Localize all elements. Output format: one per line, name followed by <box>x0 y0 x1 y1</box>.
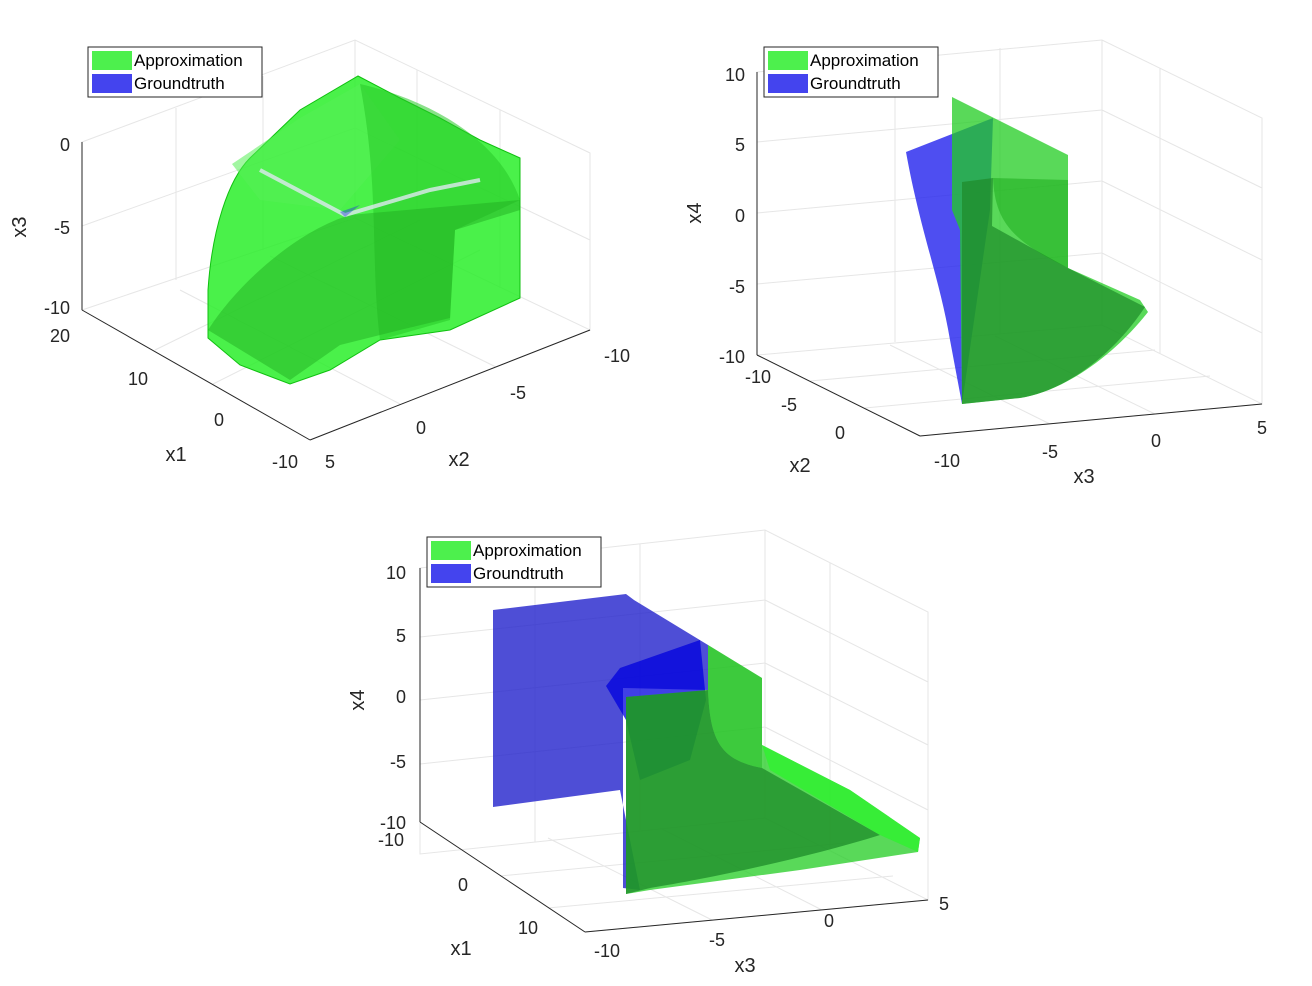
tick-label-x4-0: -10 <box>719 347 745 367</box>
plot-x1-x2-x3: -10 0 10 20 5 0 -5 -10 -10 -5 0 x3 x1 x2 Approxima… <box>9 39 630 472</box>
legend-label-groundtruth: Groundtruth <box>810 74 901 93</box>
approximation-surface <box>952 97 1148 404</box>
tick-label-x4-2: 0 <box>735 206 745 226</box>
legend-label-groundtruth: Groundtruth <box>473 564 564 583</box>
tick-label-x3-3: 5 <box>1257 418 1267 438</box>
legend-swatch-approximation <box>431 541 471 560</box>
tick-label-x3-2: 0 <box>60 135 70 155</box>
tick-label-x4-4: 10 <box>725 65 745 85</box>
legend-swatch-groundtruth <box>431 564 471 583</box>
axis-label-x3: x3 <box>1073 466 1094 488</box>
tick-label-x1-3: 20 <box>50 326 70 346</box>
groundtruth-surface <box>340 205 360 217</box>
legend-label-approximation: Approximation <box>810 51 919 70</box>
legend: Approximation Groundtruth <box>426 536 602 588</box>
tick-label-x1-2: 10 <box>128 369 148 389</box>
tick-labels: -10 -5 0 -10 -5 0 5 -10 -5 0 5 10 <box>719 65 1267 471</box>
tick-label-x1-1: 0 <box>214 410 224 430</box>
tick-label-x3-0: -10 <box>44 298 70 318</box>
tick-labels: -10 0 10 20 5 0 -5 -10 -10 -5 0 <box>44 135 630 472</box>
tick-label-x4-0: -10 <box>380 813 406 833</box>
tick-label-x3-0: -10 <box>594 941 620 961</box>
tick-label-x2-0: 5 <box>325 452 335 472</box>
axis-label-x1: x1 <box>450 938 471 960</box>
tick-label-x3-3: 5 <box>939 894 949 914</box>
tick-label-x1-0: -10 <box>272 452 298 472</box>
tick-label-x3-1: -5 <box>54 218 70 238</box>
axis-label-x3: x3 <box>734 955 755 977</box>
axis-label-x3: x3 <box>9 216 31 237</box>
tick-label-x2-2: -5 <box>510 383 526 403</box>
tick-label-x1-2: 10 <box>518 918 538 938</box>
axis-label-x4: x4 <box>684 202 706 223</box>
tick-label-x2-1: -5 <box>781 395 797 415</box>
tick-label-x4-4: 10 <box>386 563 406 583</box>
tick-label-x3-2: 0 <box>824 911 834 931</box>
tick-label-x2-0: -10 <box>745 367 771 387</box>
tick-labels: -10 0 10 -10 -5 0 5 -10 -5 0 5 10 <box>378 563 949 961</box>
legend-swatch-approximation <box>768 51 808 70</box>
axis-label-x1: x1 <box>165 444 186 466</box>
tick-label-x3-2: 0 <box>1151 431 1161 451</box>
tick-label-x2-2: 0 <box>835 423 845 443</box>
axis-label-x2: x2 <box>789 455 810 477</box>
tick-label-x4-3: 5 <box>396 626 406 646</box>
plot-x1-x3-x4: -10 0 10 -10 -5 0 5 -10 -5 0 5 10 x4 x1 x3 Approxim… <box>347 529 949 977</box>
axes-lines <box>419 568 929 933</box>
tick-label-x1-1: 0 <box>458 875 468 895</box>
tick-label-x4-3: 5 <box>735 135 745 155</box>
legend-swatch-approximation <box>92 51 132 70</box>
axes-lines <box>756 72 1263 437</box>
axis-label-x2: x2 <box>448 449 469 471</box>
legend: Approximation Groundtruth <box>87 46 263 98</box>
plot-x2-x3-x4: -10 -5 0 -10 -5 0 5 -10 -5 0 5 10 x4 x2 x3 Approxim… <box>684 39 1267 488</box>
tick-label-x2-1: 0 <box>416 418 426 438</box>
tick-label-x4-1: -5 <box>390 752 406 772</box>
legend-label-approximation: Approximation <box>473 541 582 560</box>
axes-lines <box>81 142 591 441</box>
tick-label-x2-3: -10 <box>604 346 630 366</box>
tick-label-x4-1: -5 <box>729 277 745 297</box>
legend-swatch-groundtruth <box>92 74 132 93</box>
tick-label-x4-2: 0 <box>396 687 406 707</box>
legend-swatch-groundtruth <box>768 74 808 93</box>
approximation-surface <box>626 645 920 894</box>
tick-label-x3-1: -5 <box>1042 442 1058 462</box>
legend-label-approximation: Approximation <box>134 51 243 70</box>
tick-label-x1-0: -10 <box>378 830 404 850</box>
tick-label-x3-0: -10 <box>934 451 960 471</box>
legend: Approximation Groundtruth <box>763 46 939 98</box>
axis-label-x4: x4 <box>347 689 369 710</box>
tick-label-x3-1: -5 <box>709 930 725 950</box>
legend-label-groundtruth: Groundtruth <box>134 74 225 93</box>
approximation-surface <box>207 75 521 385</box>
